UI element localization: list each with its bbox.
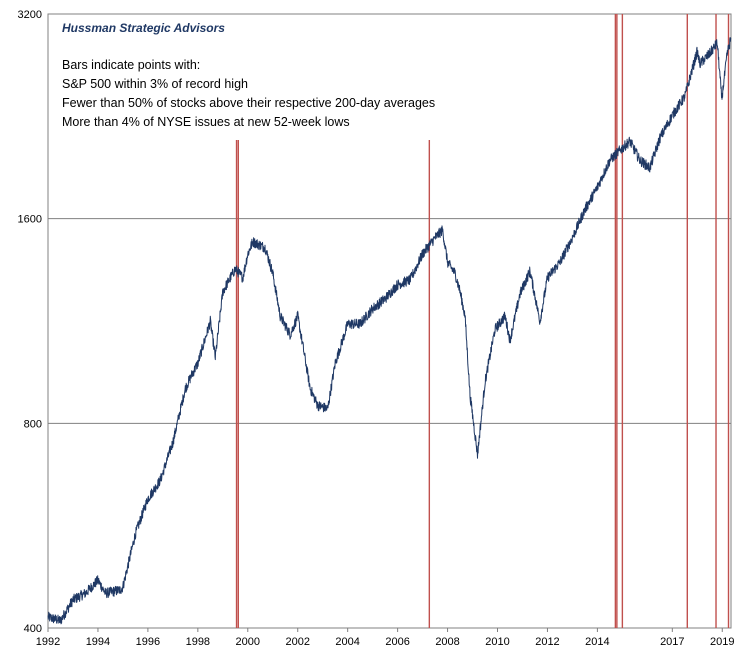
x-tick-label: 2019 [710,636,734,648]
y-tick-label: 400 [24,623,42,635]
y-tick-label: 3200 [18,9,42,21]
annotation-line-4: More than 4% of NYSE issues at new 52-we… [62,115,350,129]
x-tick-label: 2006 [385,636,409,648]
x-tick-label: 2017 [660,636,684,648]
y-tick-label: 800 [24,418,42,430]
x-tick-label: 2012 [535,636,559,648]
x-tick-label: 2002 [285,636,309,648]
y-axis: 400 800 1600 3200 [18,9,42,635]
sp500-series-line [47,37,732,625]
series-layer [47,37,732,625]
brand-label: Hussman Strategic Advisors [62,21,225,35]
x-tick-label: 2004 [335,636,359,648]
annotation-line-3: Fewer than 50% of stocks above their res… [62,96,435,110]
x-tick-label: 2008 [435,636,459,648]
x-tick-label: 2014 [585,636,609,648]
x-tick-label: 1992 [36,636,60,648]
x-tick-label: 1996 [136,636,160,648]
x-tick-label: 1994 [86,636,110,648]
x-tick-label: 2010 [485,636,509,648]
x-tick-label: 1998 [186,636,210,648]
annotation-line-1: Bars indicate points with: [62,58,200,72]
x-tick-label: 2000 [236,636,260,648]
y-tick-label: 1600 [18,214,42,226]
x-axis: 1992 1994 1996 1998 2000 2002 2004 2006 2008 2010… [36,628,735,648]
highlight-bars [235,14,730,628]
annotation-line-2: S&P 500 within 3% of record high [62,77,248,91]
